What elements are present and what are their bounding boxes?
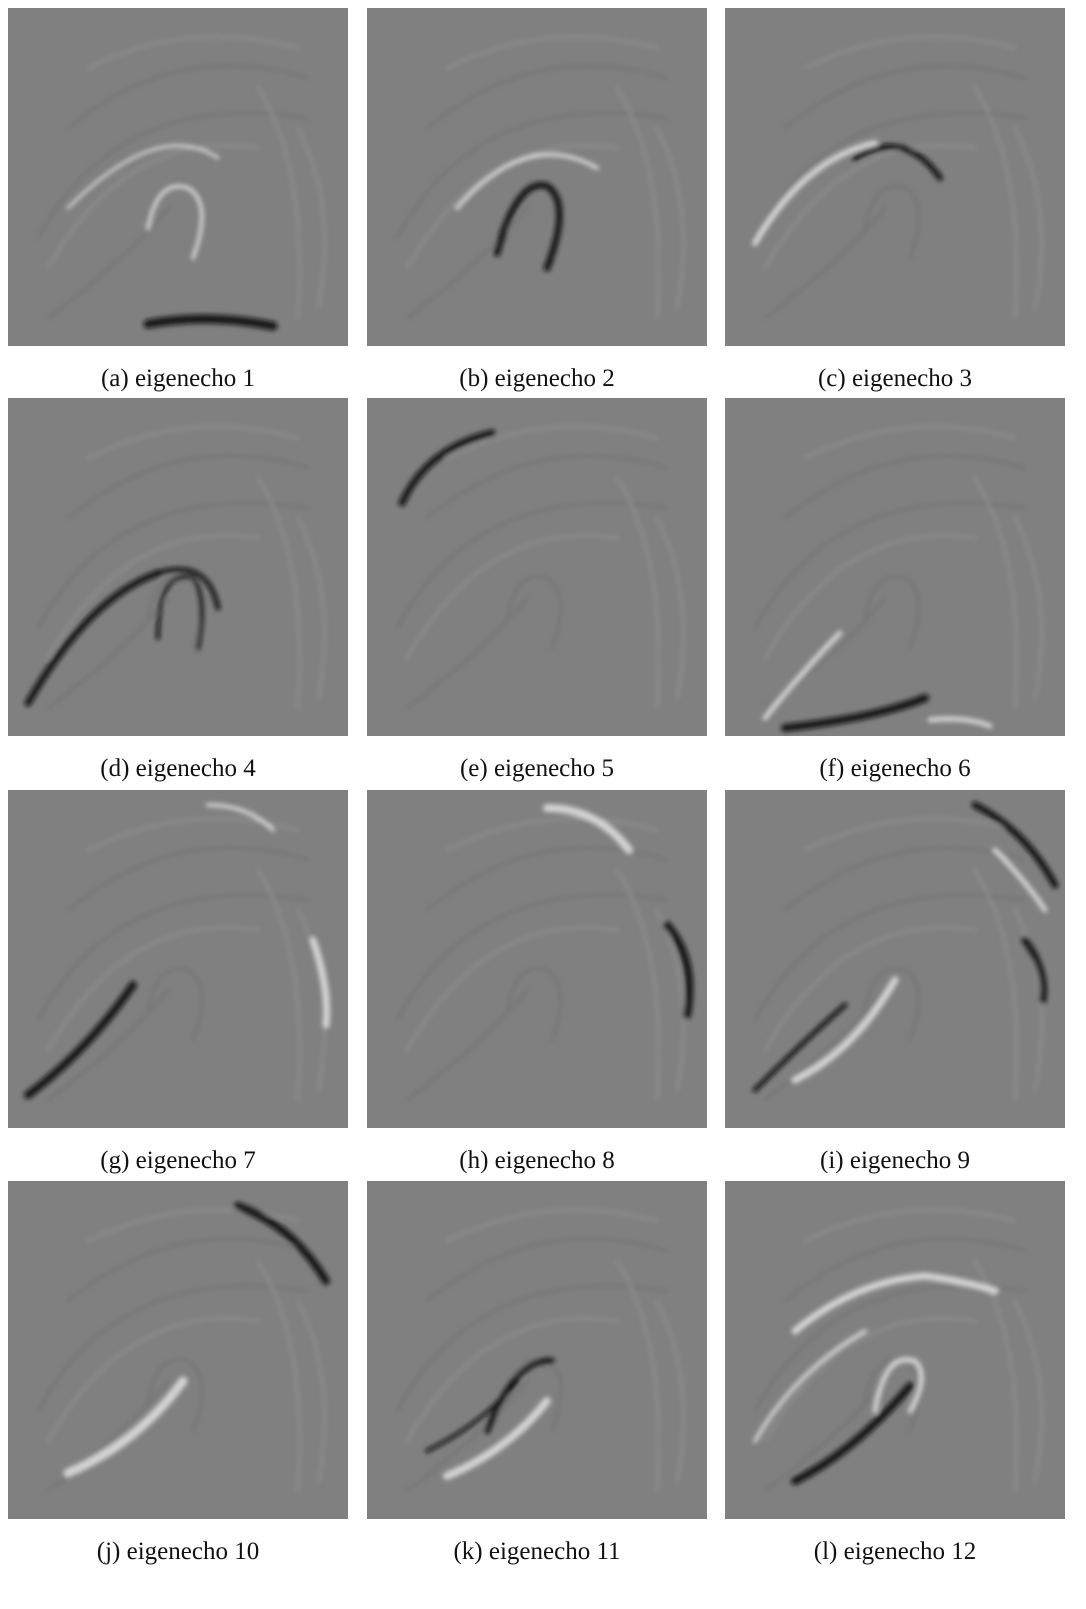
eigenecho-panel (8, 8, 348, 346)
eigenecho-panel (8, 1181, 348, 1519)
panel-caption: (e) eigenecho 5 (460, 755, 614, 782)
panel-background (367, 8, 707, 346)
eigenecho-panel (8, 790, 348, 1128)
eigenecho-panel (725, 398, 1065, 736)
panel-background (725, 790, 1065, 1128)
panel-background (367, 1181, 707, 1519)
panel-caption: (k) eigenecho 11 (453, 1538, 620, 1565)
panel-background (8, 1181, 348, 1519)
panel-caption: (j) eigenecho 10 (97, 1538, 259, 1565)
panel-background (8, 398, 348, 736)
panel-background (8, 790, 348, 1128)
panel-caption: (i) eigenecho 9 (820, 1147, 970, 1174)
panel-background (725, 398, 1065, 736)
panel-background (725, 8, 1065, 346)
eigenecho-panel (367, 398, 707, 736)
eigenecho-panel (367, 790, 707, 1128)
panel-caption: (f) eigenecho 6 (819, 755, 970, 782)
panel-background (725, 1181, 1065, 1519)
eigenecho-panel (8, 398, 348, 736)
page: {"panels": [ {"caption": "(a) eigenecho … (0, 0, 1086, 1604)
eigenecho-panel (725, 790, 1065, 1128)
panel-caption: (a) eigenecho 1 (101, 365, 255, 392)
panel-background (367, 790, 707, 1128)
panel-caption: (c) eigenecho 3 (818, 365, 972, 392)
eigenecho-panel (367, 1181, 707, 1519)
panel-caption: (g) eigenecho 7 (100, 1147, 255, 1174)
panel-caption: (d) eigenecho 4 (100, 755, 256, 782)
eigenecho-panel (725, 8, 1065, 346)
panel-caption: (l) eigenecho 12 (814, 1538, 976, 1565)
figure: (a) eigenecho 1 (b) eigenecho 2 (c) eigene… (0, 0, 1086, 1604)
panel-caption: (b) eigenecho 2 (459, 365, 614, 392)
eigenecho-panel (725, 1181, 1065, 1519)
panel-caption: (h) eigenecho 8 (459, 1147, 614, 1174)
panel-background (367, 398, 707, 736)
eigenecho-panel (367, 8, 707, 346)
panel-background (8, 8, 348, 346)
